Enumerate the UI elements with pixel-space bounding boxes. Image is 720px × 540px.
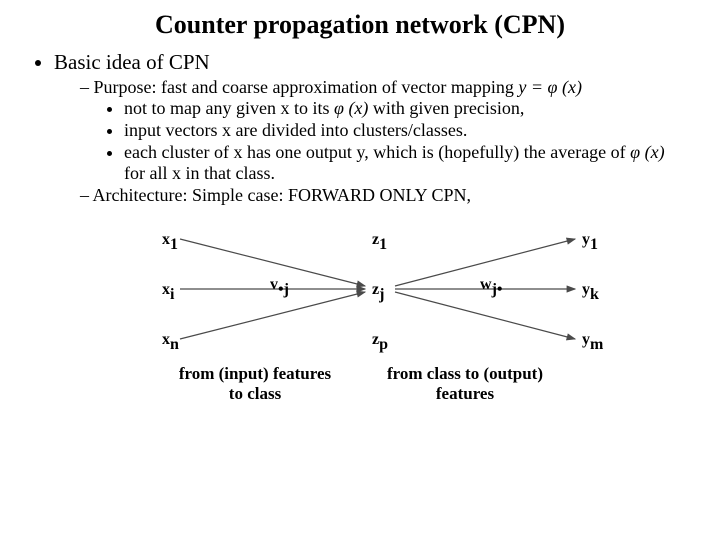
purpose-formula: y = φ (x) <box>518 77 582 97</box>
l3-c: each cluster of x has one output y, whic… <box>124 142 690 184</box>
diagram-node-label: y1 <box>582 231 598 253</box>
diagram-captions: from (input) features to class from clas… <box>30 364 690 404</box>
bullet-list-l2: Purpose: fast and coarse approximation o… <box>54 77 690 206</box>
bullet-list-l1: Basic idea of CPN Purpose: fast and coar… <box>30 50 690 206</box>
caption-right: from class to (output) features <box>380 364 550 404</box>
diagram-node-label: xn <box>162 331 179 353</box>
l3-a-formula: φ (x) <box>334 98 368 118</box>
diagram-node-label: zj <box>372 281 384 303</box>
diagram-node-label: x1 <box>162 231 178 253</box>
bullet-list-l3: not to map any given x to its φ (x) with… <box>80 98 690 184</box>
slide-title: Counter propagation network (CPN) <box>30 10 690 40</box>
purpose-text: Purpose: fast and coarse approximation o… <box>94 77 514 97</box>
diagram-node-label: ym <box>582 331 604 353</box>
l3-a-post: with given precision, <box>368 98 524 118</box>
l2-arch: Architecture: Simple case: FORWARD ONLY … <box>80 185 690 206</box>
diagram-node-label: zp <box>372 331 388 353</box>
diagram-edge <box>180 292 365 339</box>
l1-text: Basic idea of CPN <box>54 50 210 74</box>
architecture-diagram: x1 xi xn z1 zj zp y1 yk ym v•j wj• <box>30 214 690 364</box>
diagram-node-label: yk <box>582 281 599 303</box>
l3-b: input vectors x are divided into cluster… <box>124 120 690 141</box>
diagram-node-label: z1 <box>372 231 387 253</box>
l3-a-pre: not to map any given x to its <box>124 98 334 118</box>
diagram-node-label: xi <box>162 281 175 303</box>
diagram-edge <box>395 292 575 339</box>
l1-item: Basic idea of CPN Purpose: fast and coar… <box>54 50 690 206</box>
l3-c-post: for all x in that class. <box>124 163 275 183</box>
l3-c-formula: φ (x) <box>630 142 664 162</box>
l2-purpose: Purpose: fast and coarse approximation o… <box>80 77 690 184</box>
diagram-weight-label: wj• <box>480 276 503 298</box>
caption-left: from (input) features to class <box>170 364 340 404</box>
l3-a: not to map any given x to its φ (x) with… <box>124 98 690 119</box>
diagram-svg: x1 xi xn z1 zj zp y1 yk ym v•j wj• <box>140 214 620 364</box>
l3-c-pre: each cluster of x has one output y, whic… <box>124 142 630 162</box>
diagram-weight-label: v•j <box>270 276 289 298</box>
